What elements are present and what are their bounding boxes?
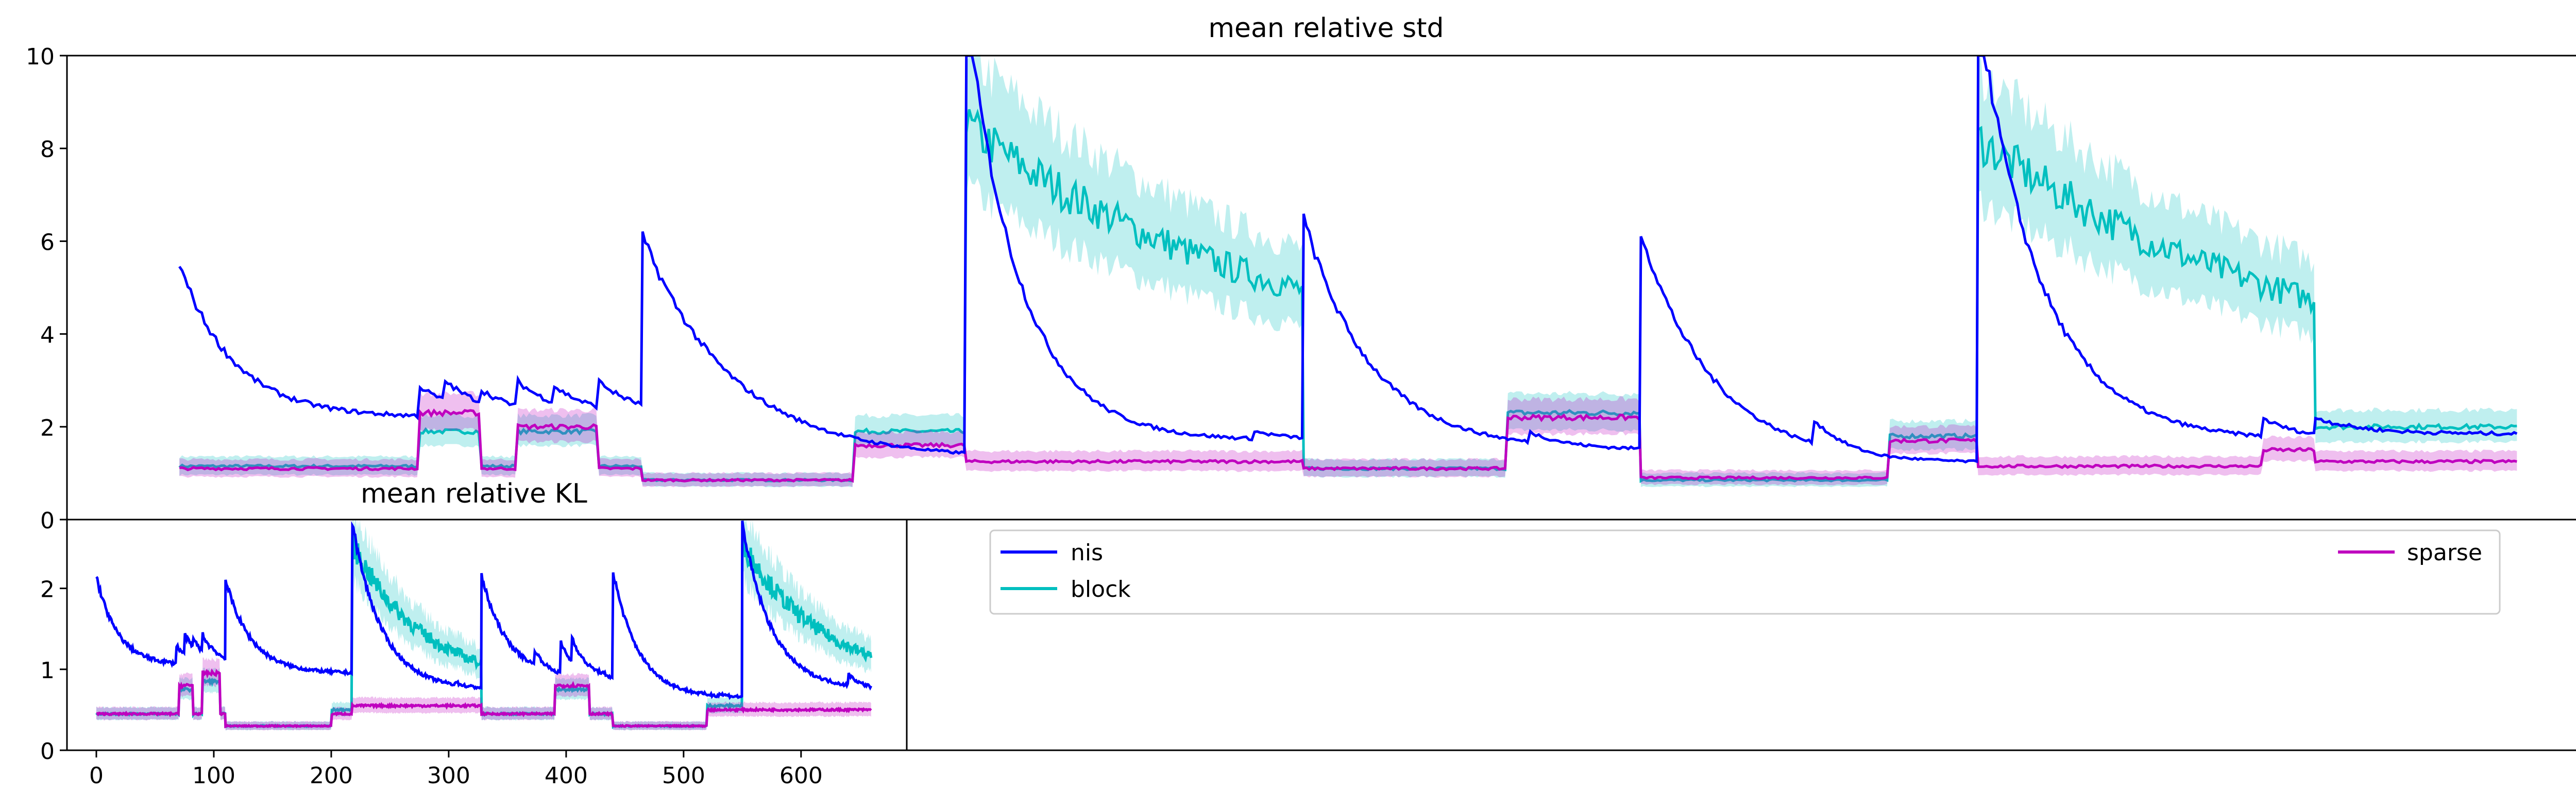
bottom-y-axis: 0 1 2 xyxy=(40,577,67,765)
ytick-label-0-5: 10 xyxy=(26,44,55,70)
ytick-label-0-4: 8 xyxy=(40,136,55,163)
bottom-title: mean relative KL xyxy=(361,478,587,509)
legend-nis-label: nis xyxy=(1071,540,1103,566)
nis-line-0 xyxy=(178,56,2518,464)
ytick-label-0-0: 0 xyxy=(40,508,55,534)
xtick-label-1-5: 500 xyxy=(662,763,705,789)
top-panel: mean relative std 0 2 4 6 8 10 xyxy=(26,13,2576,534)
xtick-label-1-1: 100 xyxy=(192,763,235,789)
top-plot-area xyxy=(178,56,2518,488)
xtick-label-1-6: 600 xyxy=(779,763,823,789)
legend: nis block sparse xyxy=(989,529,2501,615)
ytick-label-0-3: 6 xyxy=(40,229,55,255)
ytick-label-0-2: 4 xyxy=(40,322,55,349)
block-band-1 xyxy=(96,520,871,731)
legend-sparse-label: sparse xyxy=(2407,540,2482,566)
bottom-panel: mean relative KL 0 1 2 0 100 200 300 400 500 600 xyxy=(40,478,908,789)
block-line-0 xyxy=(178,108,2517,483)
xtick-label-1-4: 400 xyxy=(545,763,588,789)
xtick-label-1-0: 0 xyxy=(89,763,104,789)
nis-line-1 xyxy=(95,520,873,700)
sparse-band-0 xyxy=(179,390,2517,488)
legend-box xyxy=(989,529,2501,615)
ytick-label-1-0: 0 xyxy=(40,738,55,765)
legend-axes-frame xyxy=(906,519,2576,751)
ytick-label-0-1: 2 xyxy=(40,415,55,441)
bottom-x-axis: 0 100 200 300 400 500 600 xyxy=(89,750,823,789)
ytick-label-1-1: 1 xyxy=(40,658,55,684)
legend-panel: nis block sparse xyxy=(906,519,2576,751)
legend-block-label: block xyxy=(1071,576,1131,602)
sparse-line-0 xyxy=(179,408,2517,483)
xtick-label-1-2: 200 xyxy=(310,763,353,789)
top-title: mean relative std xyxy=(1208,13,1444,44)
ytick-label-1-2: 2 xyxy=(40,577,55,603)
xtick-label-1-3: 300 xyxy=(427,763,470,789)
sparse-line-1 xyxy=(96,668,872,729)
bottom-plot-area xyxy=(95,520,873,731)
sparse-band-1 xyxy=(96,657,871,731)
top-y-axis: 0 2 4 6 8 10 xyxy=(26,44,67,534)
